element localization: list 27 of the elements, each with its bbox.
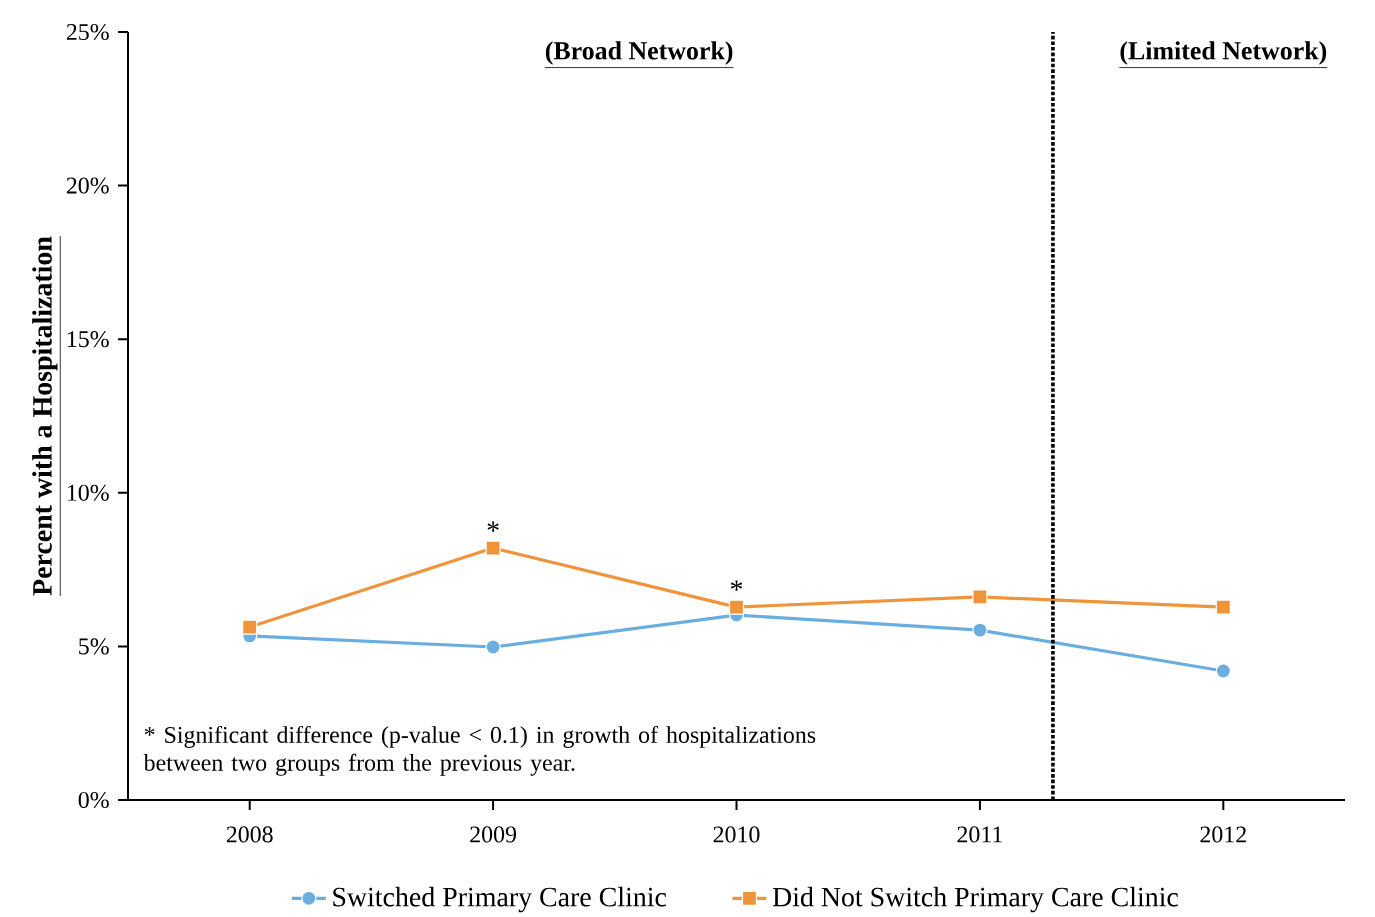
legend-label: Switched Primary Care Clinic [333, 886, 667, 913]
x-tick-label: 2009 [470, 826, 517, 843]
legend-label: Did Not Switch Primary Care Clinic [772, 886, 1178, 913]
point [728, 599, 745, 615]
y-tick-label: 15% [67, 331, 109, 348]
point [485, 639, 501, 655]
y-tick-label: 5% [79, 638, 109, 655]
y-tick-label: 20% [66, 177, 109, 194]
annotation: * [730, 580, 743, 591]
point [972, 622, 988, 638]
x-tick-label: 2008 [226, 826, 273, 843]
x-tick-label: 2012 [1200, 826, 1246, 843]
point [1215, 663, 1231, 679]
annotation: * [487, 521, 499, 532]
point [1215, 599, 1231, 615]
x-tick-label: 2011 [957, 826, 1002, 843]
point [972, 589, 988, 605]
annotation: * Significant difference (p-value < 0.1) in growth of hospitalizations between two groups from the previous year. [143, 725, 816, 776]
point [485, 540, 501, 556]
y-tick-label: 25% [66, 23, 109, 41]
annotation: (Broad Network) [545, 41, 733, 65]
y-tick-label: 0% [78, 791, 109, 809]
annotation: (Limited Network) [1120, 41, 1327, 65]
y-axis-title: Percent with a Hospitalization [32, 236, 58, 596]
x-tick-label: 2010 [713, 826, 760, 843]
point [242, 619, 258, 635]
y-tick-label: 10% [67, 484, 109, 501]
